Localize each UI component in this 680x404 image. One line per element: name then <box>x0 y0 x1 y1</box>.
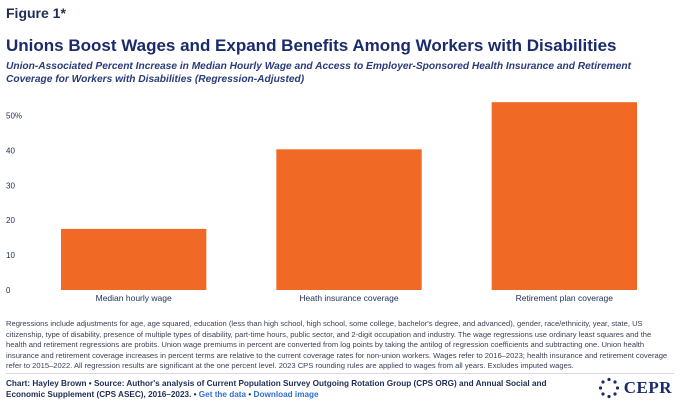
y-tick-label: 40 <box>6 146 15 155</box>
chart-title: Unions Boost Wages and Expand Benefits A… <box>6 36 617 55</box>
y-tick-label: 10 <box>6 251 15 260</box>
bar <box>60 228 207 290</box>
x-tick-label: Retirement plan coverage <box>516 293 614 303</box>
footer-divider <box>6 373 674 374</box>
download-image-link[interactable]: Download image <box>253 390 319 399</box>
credits-separator: • <box>248 390 252 399</box>
credits-text: Chart: Hayley Brown • Source: Author's a… <box>6 379 547 399</box>
bar-chart: 0 10 20 30 40 50% Median hourly wage Heath insu… <box>6 102 638 303</box>
y-tick-label: 30 <box>6 181 15 190</box>
chart-credits: Chart: Hayley Brown • Source: Author's a… <box>6 378 581 400</box>
bar <box>276 149 422 290</box>
get-the-data-link[interactable]: Get the data <box>198 390 247 399</box>
bar <box>491 102 638 290</box>
chart-subtitle: Union-Associated Percent Increase in Med… <box>6 61 631 85</box>
y-tick-label: 50% <box>6 111 22 120</box>
stars-circle-icon <box>598 377 619 399</box>
chart-notes: Regressions include adjustments for age,… <box>6 319 668 371</box>
figure-label: Figure 1* <box>6 5 66 21</box>
y-tick-label: 20 <box>6 216 15 225</box>
y-tick-label: 0 <box>6 286 11 295</box>
cepr-logo: CEPR <box>598 377 672 399</box>
x-tick-label: Median hourly wage <box>96 293 172 303</box>
x-tick-label: Heath insurance coverage <box>299 293 399 303</box>
logo-text: CEPR <box>623 378 672 397</box>
